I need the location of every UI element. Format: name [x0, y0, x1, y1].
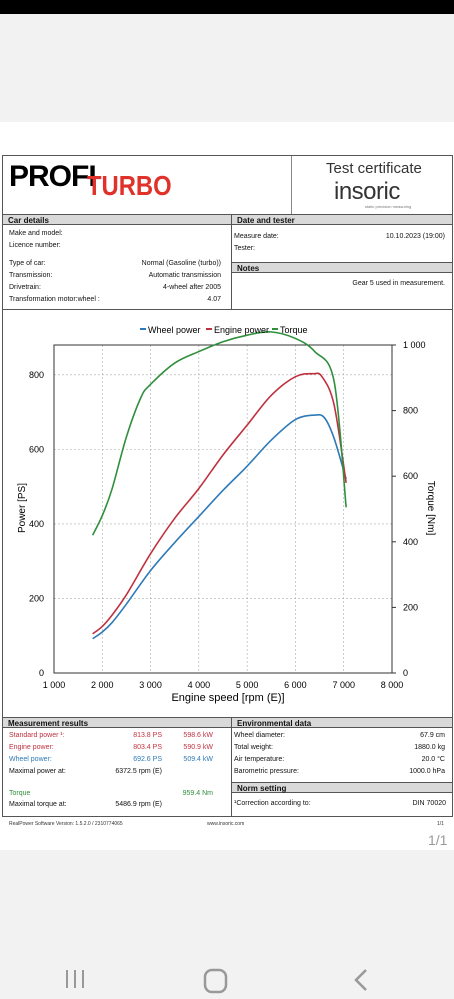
y-tick-label: 600	[29, 444, 44, 454]
measurement-heading: Measurement results	[3, 717, 231, 728]
y-tick-label: 0	[39, 668, 44, 678]
logo-profi-text: PROFI	[9, 160, 97, 193]
details-divider	[231, 214, 232, 309]
measurement-value-kw: 590.9 kW	[183, 744, 213, 751]
legend-label: Engine power	[214, 325, 269, 335]
environment-value: 67.9 cm	[420, 732, 445, 739]
engine-power-line	[92, 372, 347, 635]
car-detail-value: 4.07	[207, 296, 221, 303]
y-tick-label: 400	[29, 519, 44, 529]
chart-legend: Wheel power Engine power Torque	[140, 325, 308, 335]
car-detail-value: 4-wheel after 2005	[163, 284, 221, 291]
legend-label: Torque	[280, 325, 308, 335]
software-version: RealPower Software Version: 1.5.2.0 / 23…	[9, 821, 123, 827]
measurement-value-ps: 6372.5 rpm (E)	[115, 768, 162, 775]
environment-value: 1880.0 kg	[414, 744, 445, 751]
viewer-page-indicator: 1/1	[428, 832, 448, 848]
environment-heading: Environmental data	[231, 717, 452, 728]
y2-tick-label: 200	[403, 602, 418, 612]
environment-label: Air temperature:	[234, 756, 285, 763]
environment-label: Total weight:	[234, 744, 273, 751]
y-tick-label: 200	[29, 593, 44, 603]
environment-label: Barometric pressure:	[234, 768, 299, 775]
y2-tick-label: 600	[403, 471, 418, 481]
x-tick-label: 1 000	[43, 680, 66, 690]
y2-tick-label: 1 000	[403, 340, 426, 350]
y2-tick-label: 0	[403, 668, 408, 678]
norm-label: ¹Correction according to:	[234, 800, 311, 807]
measure-date-label: Measure date:	[234, 233, 279, 240]
certificate-title: Test certificate	[326, 160, 422, 177]
test-certificate: PROFI TURBO Test certificate insoric sta…	[2, 155, 453, 817]
measurement-label: Engine power:	[9, 744, 54, 751]
legend-label: Wheel power	[148, 325, 201, 335]
car-detail-label: Drivetrain:	[9, 284, 41, 291]
footer-page: 1/1	[437, 821, 444, 827]
measurement-label: Wheel power:	[9, 756, 52, 763]
measurement-value-ps: 692.6 PS	[133, 756, 162, 763]
environment-value: 1000.0 hPa	[409, 768, 445, 775]
measurement-label: Maximal torque at:	[9, 801, 67, 808]
x-tick-label: 7 000	[332, 680, 355, 690]
status-bar	[0, 0, 454, 14]
measure-date-value: 10.10.2023 (19:00)	[385, 233, 445, 240]
x-tick-label: 5 000	[236, 680, 259, 690]
android-nav-bar	[66, 968, 367, 994]
notes-heading: Notes	[231, 262, 452, 273]
logo-turbo-text: TURBO	[87, 170, 172, 201]
tester-label: Tester:	[234, 245, 256, 252]
measurement-value-kw: 598.6 kW	[183, 732, 213, 739]
car-detail-label: Type of car:	[9, 260, 46, 267]
y2-tick-label: 800	[403, 406, 418, 416]
power-torque-chart: 1 000 2 000 3 000 4 000 5 000 6 000 7 000 8 000…	[17, 325, 436, 704]
measurement-value-ps: 813.8 PS	[133, 732, 162, 739]
x-tick-label: 2 000	[91, 680, 114, 690]
norm-heading: Norm setting	[231, 782, 452, 793]
plot-frame	[53, 344, 393, 674]
notes-text: Gear 5 used in measurement.	[352, 280, 445, 287]
y-axis-label: Power [PS]	[17, 483, 28, 533]
insoric-logo: insoric	[334, 178, 400, 205]
car-detail-label: Licence number:	[9, 242, 61, 249]
x-tick-label: 8 000	[381, 680, 404, 690]
torque-line	[91, 330, 347, 536]
car-detail-label: Make and model:	[9, 230, 63, 237]
insoric-tagline: static precision measuring	[365, 204, 412, 209]
recent-apps-icon[interactable]	[66, 970, 84, 988]
y-tick-label: 800	[29, 370, 44, 380]
x-tick-label: 4 000	[188, 680, 211, 690]
car-detail-label: Transformation motor:wheel :	[9, 296, 100, 303]
profiturbo-logo: PROFI TURBO	[3, 156, 292, 214]
norm-value: DIN 70020	[412, 800, 446, 807]
date-tester-heading: Date and tester	[231, 214, 452, 225]
x-tick-label: 6 000	[284, 680, 307, 690]
x-tick-label: 3 000	[139, 680, 162, 690]
footer-url[interactable]: www.insoric.com	[207, 821, 245, 827]
measurement-label: Standard power ¹:	[9, 732, 65, 739]
y2-tick-label: 400	[403, 537, 418, 547]
results-divider	[231, 717, 232, 816]
y2-axis-label: Torque [Nm]	[425, 481, 436, 536]
chart-series	[91, 330, 347, 640]
x-axis-label: Engine speed [rpm (E)]	[171, 692, 284, 704]
measurement-value-ps: 5486.9 rpm (E)	[115, 801, 162, 808]
measurement-value-ps: 803.4 PS	[133, 744, 162, 751]
measurement-value-kw: 959.4 Nm	[182, 790, 213, 797]
car-detail-value: Automatic transmission	[148, 272, 221, 279]
environment-value: 20.0 °C	[421, 756, 445, 763]
car-detail-value: Normal (Gasoline (turbo))	[141, 260, 221, 267]
home-icon[interactable]	[203, 968, 228, 994]
measurement-label: Maximal power at:	[9, 768, 66, 775]
car-detail-label: Transmission:	[9, 272, 53, 279]
chart-axes: 1 000 2 000 3 000 4 000 5 000 6 000 7 000 8 000…	[29, 340, 426, 690]
details-bottom-rule	[3, 309, 452, 310]
measurement-value-kw: 509.4 kW	[183, 756, 213, 763]
back-icon[interactable]	[354, 969, 367, 991]
car-details-heading: Car details	[3, 214, 231, 225]
environment-label: Wheel diameter:	[234, 732, 285, 739]
measurement-label: Torque	[9, 790, 31, 797]
wheel-power-line	[92, 413, 347, 640]
